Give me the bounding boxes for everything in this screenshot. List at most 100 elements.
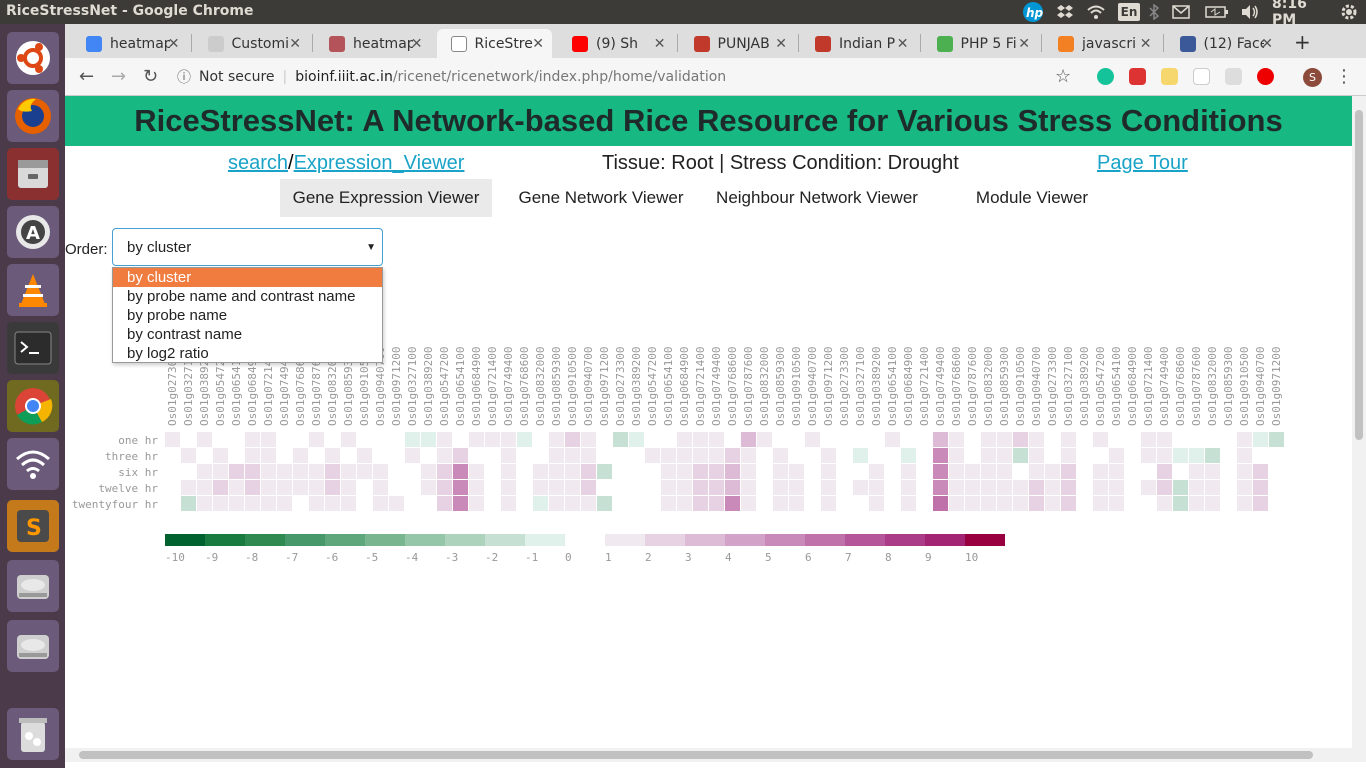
grammarly-icon[interactable]	[1097, 68, 1114, 85]
heatmap-cell[interactable]	[1269, 432, 1284, 447]
heatmap-cell[interactable]	[581, 432, 596, 447]
heatmap-cell[interactable]	[421, 496, 436, 511]
heatmap-cell[interactable]	[1253, 464, 1268, 479]
heatmap-cell[interactable]	[261, 448, 276, 463]
heatmap-cell[interactable]	[997, 464, 1012, 479]
close-icon[interactable]: ✕	[1018, 35, 1030, 52]
heatmap-cell[interactable]	[1077, 464, 1092, 479]
heatmap-cell[interactable]	[309, 464, 324, 479]
heatmap-cell[interactable]	[165, 464, 180, 479]
heatmap-cell[interactable]	[405, 432, 420, 447]
heatmap-cell[interactable]	[709, 496, 724, 511]
order-option[interactable]: by probe name and contrast name	[127, 288, 356, 305]
heatmap-cell[interactable]	[213, 464, 228, 479]
close-icon[interactable]: ✕	[896, 35, 909, 52]
heatmap-cell[interactable]	[485, 464, 500, 479]
heatmap-cell[interactable]	[1045, 448, 1060, 463]
heatmap-cell[interactable]	[853, 464, 868, 479]
file-manager-icon[interactable]	[7, 148, 59, 200]
heatmap-cell[interactable]	[981, 464, 996, 479]
heatmap-cell[interactable]	[1269, 480, 1284, 495]
heatmap-cell[interactable]	[341, 464, 356, 479]
heatmap-cell[interactable]	[821, 464, 836, 479]
heatmap-cell[interactable]	[261, 480, 276, 495]
heatmap-cell[interactable]	[517, 432, 532, 447]
heatmap-cell[interactable]	[1125, 464, 1140, 479]
heatmap-cell[interactable]	[949, 432, 964, 447]
extension-icon[interactable]	[1193, 68, 1210, 85]
heatmap-cell[interactable]	[981, 496, 996, 511]
browser-tab[interactable]: Indian P ✕	[801, 29, 917, 58]
close-icon[interactable]: ✕	[167, 35, 180, 52]
heatmap-cell[interactable]	[1221, 432, 1236, 447]
heatmap-cell[interactable]	[229, 448, 244, 463]
heatmap-cell[interactable]	[901, 480, 916, 495]
heatmap-cell[interactable]	[1237, 496, 1252, 511]
menu-icon[interactable]: ⋮	[1335, 66, 1353, 87]
heatmap-cell[interactable]	[309, 448, 324, 463]
heatmap-cell[interactable]	[213, 496, 228, 511]
heatmap-cell[interactable]	[341, 480, 356, 495]
heatmap-cell[interactable]	[581, 448, 596, 463]
heatmap-cell[interactable]	[1109, 448, 1124, 463]
heatmap-cell[interactable]	[885, 448, 900, 463]
heatmap-cell[interactable]	[997, 448, 1012, 463]
browser-tab[interactable]: Customi ✕	[194, 29, 310, 58]
heatmap-cell[interactable]	[1045, 480, 1060, 495]
heatmap-cell[interactable]	[533, 448, 548, 463]
heatmap-cell[interactable]	[661, 464, 676, 479]
heatmap-cell[interactable]	[1109, 464, 1124, 479]
hp-icon[interactable]: hp	[1020, 0, 1046, 24]
heatmap-cell[interactable]	[581, 464, 596, 479]
heatmap-cell[interactable]	[837, 480, 852, 495]
heatmap-cell[interactable]	[549, 480, 564, 495]
heatmap-cell[interactable]	[533, 480, 548, 495]
heatmap-cell[interactable]	[1173, 464, 1188, 479]
heatmap-cell[interactable]	[517, 448, 532, 463]
heatmap-cell[interactable]	[357, 480, 372, 495]
order-option[interactable]: by cluster	[113, 268, 382, 287]
heatmap-cell[interactable]	[1189, 464, 1204, 479]
heatmap-cell[interactable]	[645, 464, 660, 479]
heatmap-cell[interactable]	[469, 464, 484, 479]
heatmap-cell[interactable]	[453, 480, 468, 495]
heatmap-cell[interactable]	[949, 480, 964, 495]
heatmap-cell[interactable]	[213, 432, 228, 447]
heatmap-cell[interactable]	[1029, 480, 1044, 495]
heatmap-cell[interactable]	[757, 496, 772, 511]
drive-icon-2[interactable]	[7, 620, 59, 672]
heatmap-cell[interactable]	[725, 496, 740, 511]
heatmap-cell[interactable]	[661, 432, 676, 447]
heatmap-cell[interactable]	[1141, 432, 1156, 447]
heatmap-cell[interactable]	[181, 448, 196, 463]
heatmap-cell[interactable]	[181, 464, 196, 479]
vertical-scrollbar[interactable]	[1352, 96, 1366, 762]
order-select[interactable]: by cluster ▼	[112, 228, 383, 266]
browser-tab[interactable]: RiceStre ✕	[436, 29, 552, 58]
heatmap-cell[interactable]	[325, 448, 340, 463]
horizontal-scrollbar[interactable]	[65, 748, 1352, 762]
heatmap-cell[interactable]	[949, 496, 964, 511]
heatmap-cell[interactable]	[165, 448, 180, 463]
heatmap-cell[interactable]	[1061, 448, 1076, 463]
heatmap-cell[interactable]	[517, 496, 532, 511]
heatmap-cell[interactable]	[293, 496, 308, 511]
heatmap-cell[interactable]	[437, 480, 452, 495]
browser-tab[interactable]: (9) Sh ✕	[558, 29, 674, 58]
heatmap-cell[interactable]	[501, 432, 516, 447]
heatmap-cell[interactable]	[1093, 480, 1108, 495]
heatmap-cell[interactable]	[1045, 464, 1060, 479]
close-icon[interactable]: ✕	[532, 35, 544, 52]
heatmap-cell[interactable]	[1189, 448, 1204, 463]
bookmark-star-icon[interactable]: ☆	[1055, 66, 1072, 87]
heatmap-cell[interactable]	[853, 432, 868, 447]
heatmap-cell[interactable]	[549, 496, 564, 511]
heatmap-cell[interactable]	[709, 480, 724, 495]
order-option[interactable]: by contrast name	[127, 326, 243, 343]
browser-tab[interactable]: (12) Face ✕	[1166, 29, 1282, 58]
software-updater-icon[interactable]: A	[7, 206, 59, 258]
browser-tab[interactable]: heatmap ✕	[72, 29, 188, 58]
clock[interactable]: 8:16 PM	[1272, 0, 1307, 28]
heatmap-cell[interactable]	[837, 464, 852, 479]
heatmap-cell[interactable]	[1237, 464, 1252, 479]
